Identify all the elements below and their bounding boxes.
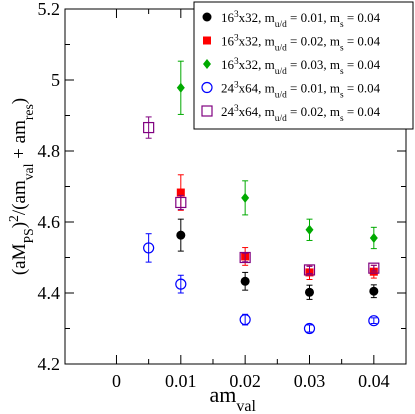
marker: [368, 315, 380, 327]
legend-item: 163x32, mu/d = 0.02, ms = 0.04: [203, 34, 381, 54]
legend-item: 163x32, mu/d = 0.01, ms = 0.04: [202, 10, 381, 30]
data-point: [304, 284, 314, 300]
data-point: [368, 262, 380, 274]
marker: [143, 242, 155, 254]
legend-label: 163x32, mu/d = 0.02, ms = 0.04: [221, 34, 381, 54]
data-point: [175, 274, 187, 294]
marker: [175, 278, 187, 290]
x-tick-label: 0.03: [294, 371, 326, 391]
data-point: [143, 233, 155, 263]
data-point: [143, 116, 155, 139]
marker: [176, 188, 185, 197]
axis-titles: amval (aMPS)2/(amval + amres): [6, 98, 257, 414]
data-point: [239, 313, 251, 326]
marker: [305, 224, 314, 235]
data-points: [143, 60, 380, 335]
legend-label: 243x64, mu/d = 0.01, ms = 0.04: [221, 81, 381, 101]
marker: [369, 232, 378, 243]
data-point: [303, 264, 316, 276]
legend-item: 163x32, mu/d = 0.03, ms = 0.04: [203, 57, 381, 77]
legend-label: 163x32, mu/d = 0.03, ms = 0.04: [221, 57, 381, 77]
y-tick-label: 4.8: [38, 141, 61, 161]
marker: [368, 262, 380, 274]
marker: [175, 196, 187, 209]
legend-marker: [201, 81, 213, 94]
series-3: [176, 60, 378, 250]
y-tick-label: 4.6: [38, 212, 61, 232]
data-point: [241, 180, 250, 216]
marker: [303, 322, 316, 335]
series-1: [176, 218, 379, 300]
y-tick-label: 5.2: [38, 0, 61, 19]
marker: [239, 251, 251, 264]
data-point: [368, 315, 380, 327]
legend-label: 243x64, mu/d = 0.02, ms = 0.04: [221, 104, 381, 124]
data-point: [175, 194, 187, 211]
series-2: [176, 174, 378, 281]
data-point: [239, 251, 251, 264]
data-point: [303, 322, 316, 335]
legend-box: [193, 1, 414, 130]
y-tick-label: 4.4: [38, 283, 61, 303]
data-point: [176, 218, 186, 252]
series-5: [143, 116, 380, 276]
legend-marker: [203, 36, 211, 45]
data-point: [305, 218, 314, 241]
marker: [240, 276, 250, 286]
legend: 163x32, mu/d = 0.01, ms = 0.04 163x32, mu…: [193, 1, 414, 130]
legend-label: 163x32, mu/d = 0.01, ms = 0.04: [221, 10, 381, 30]
legend-item: 243x64, mu/d = 0.01, ms = 0.04: [201, 81, 381, 101]
marker: [304, 287, 314, 297]
legend-marker: [203, 59, 211, 69]
data-point: [240, 271, 250, 291]
data-point: [369, 284, 379, 299]
marker: [369, 267, 378, 276]
marker: [176, 82, 185, 93]
x-tick-label: 0.01: [165, 371, 197, 391]
x-tick-label: 0.04: [358, 371, 390, 391]
marker: [143, 121, 155, 134]
marker: [176, 230, 186, 240]
marker: [369, 286, 379, 296]
x-tick-label: 0: [112, 371, 121, 391]
legend-item: 243x64, mu/d = 0.02, ms = 0.04: [201, 104, 381, 124]
legend-marker: [202, 12, 212, 22]
y-axis-title: (aMPS)2/(amval + amres): [6, 98, 36, 275]
x-tick-label: 0.02: [229, 371, 261, 391]
data-point: [176, 60, 185, 115]
tick-labels: 0 0.01 0.02 0.03 0.04 4.2 4.4 4.6 4.8 5 5.2: [38, 0, 390, 391]
marker: [241, 192, 250, 203]
y-tick-label: 5: [51, 70, 60, 90]
marker: [303, 264, 316, 276]
series-4: [143, 233, 380, 335]
x-axis-title: amval: [210, 382, 257, 414]
legend-marker: [201, 105, 213, 117]
marker: [239, 314, 251, 326]
data-point: [369, 226, 378, 250]
y-tick-label: 4.2: [38, 354, 61, 374]
